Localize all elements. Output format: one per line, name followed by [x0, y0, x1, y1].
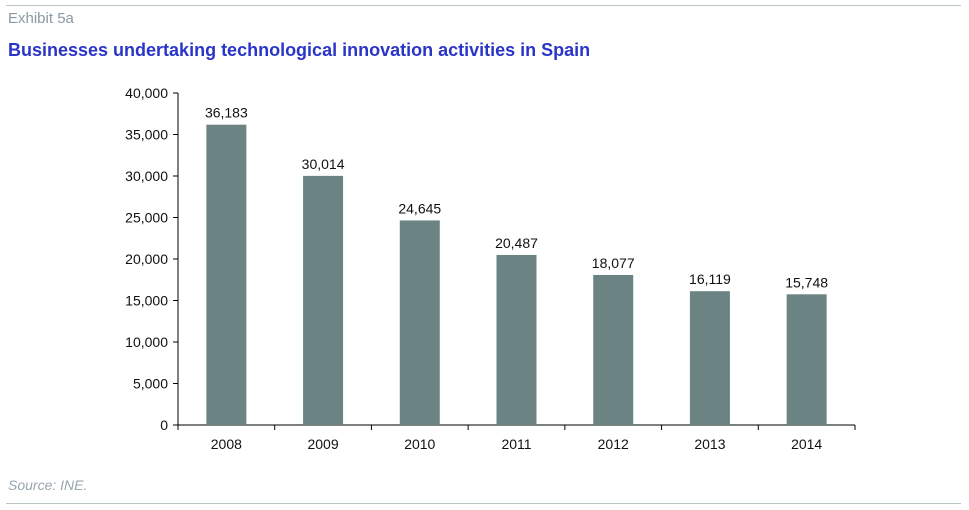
- y-tick-label: 35,000: [125, 127, 168, 143]
- bar-2012: [593, 274, 634, 425]
- x-axis: 2008 2009 2010 2011 2012 2013 2014: [177, 424, 856, 452]
- y-tick-label: 20,000: [125, 251, 168, 267]
- y-axis: 0 5,000 10,000 15,000 20,000 25,000 30,000 35,0…: [125, 85, 179, 433]
- data-label-2011: 20,487: [495, 235, 538, 251]
- y-tick-label: 10,000: [125, 334, 168, 350]
- bar-2008: [206, 124, 247, 426]
- bar-2010: [399, 220, 440, 425]
- data-label-2012: 18,077: [592, 255, 635, 271]
- data-labels: 36,183 30,014 24,645 20,487 18,077 16,119 15,7…: [205, 105, 828, 291]
- x-tick-label-2012: 2012: [598, 436, 629, 452]
- y-tick-label: 15,000: [125, 293, 168, 309]
- data-label-2013: 16,119: [689, 271, 731, 287]
- data-label-2014: 15,748: [785, 274, 828, 290]
- x-tick-label-2009: 2009: [307, 436, 338, 452]
- x-tick-label-2008: 2008: [211, 436, 242, 452]
- exhibit-label: Exhibit 5a: [8, 10, 74, 27]
- bottom-rule: [6, 503, 961, 504]
- y-tick-label: 30,000: [125, 168, 168, 184]
- data-label-2010: 24,645: [398, 200, 441, 216]
- y-tick-label: 0: [160, 417, 168, 433]
- y-tick-label: 25,000: [125, 210, 168, 226]
- bar-2013: [689, 291, 730, 425]
- bar-2009: [303, 175, 344, 425]
- bars: [206, 124, 827, 426]
- x-tick-label-2014: 2014: [791, 436, 822, 452]
- x-tick-label-2010: 2010: [404, 436, 435, 452]
- bar-2014: [786, 294, 827, 425]
- data-label-2009: 30,014: [302, 156, 345, 172]
- data-label-2008: 36,183: [205, 105, 248, 121]
- y-tick-label: 5,000: [133, 376, 168, 392]
- top-rule: [6, 5, 961, 6]
- y-tick-label: 40,000: [125, 85, 168, 101]
- chart-title: Businesses undertaking technological inn…: [8, 40, 591, 60]
- source-note: Source: INE.: [8, 477, 88, 493]
- x-tick-label-2011: 2011: [501, 436, 531, 452]
- x-tick-label-2013: 2013: [694, 436, 725, 452]
- bar-2011: [496, 254, 537, 425]
